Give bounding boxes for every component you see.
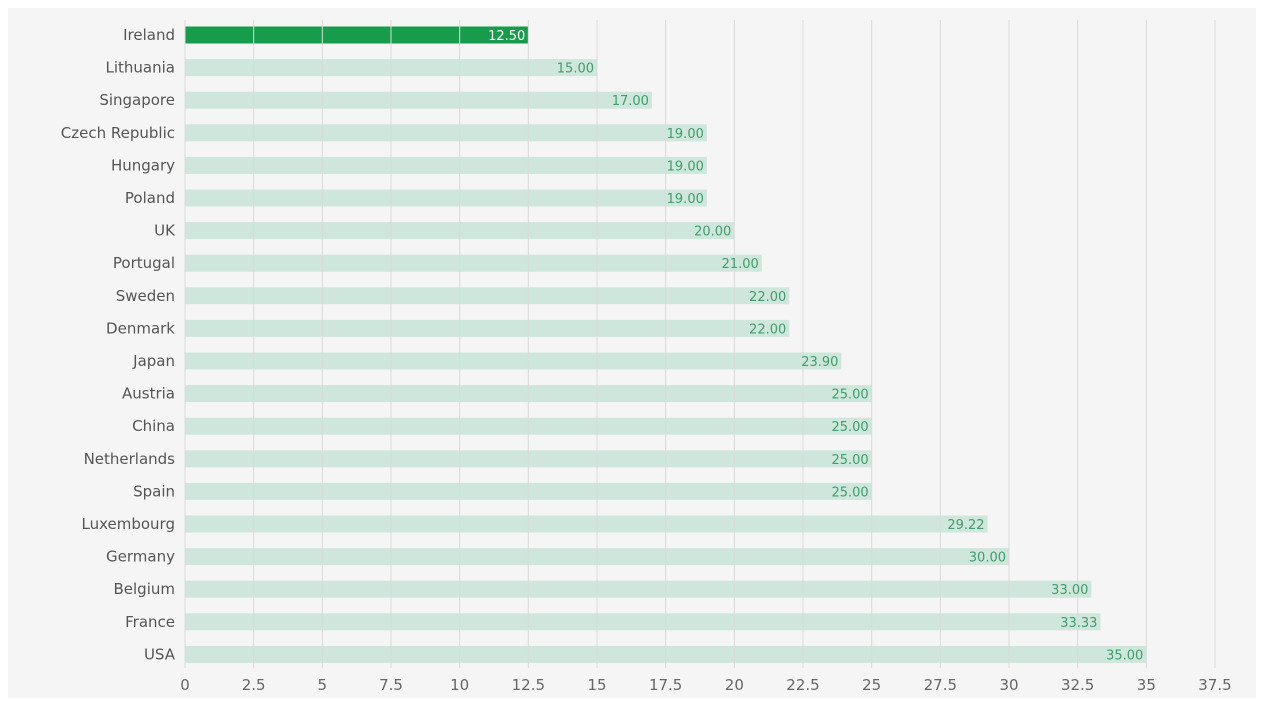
bar (185, 319, 790, 337)
data-label: 19.00 (667, 192, 704, 207)
x-tick-label: 2.5 (242, 676, 266, 694)
category-label: Lithuania (106, 59, 175, 77)
data-label: 35.00 (1106, 648, 1143, 663)
data-label: 12.50 (488, 29, 525, 44)
category-label: France (125, 613, 175, 631)
bar (185, 254, 762, 272)
category-label: Netherlands (84, 450, 176, 468)
data-label: 20.00 (694, 225, 731, 240)
category-label: Denmark (106, 319, 175, 337)
data-label: 33.33 (1060, 616, 1097, 631)
category-label: Portugal (113, 254, 175, 272)
data-label: 19.00 (667, 127, 704, 142)
x-tick-label: 17.5 (649, 676, 682, 694)
data-label: 25.00 (831, 485, 868, 500)
category-label: Japan (132, 352, 175, 370)
x-tick-label: 37.5 (1198, 676, 1231, 694)
x-tick-label: 20 (725, 676, 744, 694)
bar (185, 124, 707, 142)
category-label: Singapore (99, 91, 175, 109)
category-label: Poland (125, 189, 175, 207)
bar (185, 352, 842, 370)
bar (185, 580, 1092, 598)
x-tick-label: 10 (450, 676, 469, 694)
data-label: 21.00 (722, 257, 759, 272)
data-label: 33.00 (1051, 583, 1088, 598)
category-label: Hungary (111, 156, 175, 174)
category-label: China (132, 417, 175, 435)
x-tick-label: 5 (318, 676, 328, 694)
data-label: 30.00 (969, 551, 1006, 566)
x-tick-label: 7.5 (379, 676, 403, 694)
data-label: 22.00 (749, 290, 786, 305)
x-tick-label: 32.5 (1061, 676, 1094, 694)
x-tick-label: 27.5 (924, 676, 957, 694)
data-label: 22.00 (749, 322, 786, 337)
x-tick-label: 30 (999, 676, 1018, 694)
x-tick-label: 12.5 (512, 676, 545, 694)
bar (185, 189, 707, 207)
bar (185, 26, 529, 44)
bar (185, 287, 790, 305)
data-label: 25.00 (831, 453, 868, 468)
x-tick-label: 35 (1137, 676, 1156, 694)
category-label: Ireland (123, 26, 175, 44)
data-label: 23.90 (801, 355, 838, 370)
data-label: 15.00 (557, 62, 594, 77)
category-label: Belgium (114, 580, 176, 598)
category-label: Spain (133, 482, 175, 500)
data-label: 19.00 (667, 159, 704, 174)
bar (185, 91, 652, 109)
data-label: 25.00 (831, 420, 868, 435)
category-label: Czech Republic (61, 124, 175, 142)
category-label: Luxembourg (82, 515, 176, 533)
data-label: 25.00 (831, 388, 868, 403)
data-label: 29.22 (947, 518, 984, 533)
data-label: 17.00 (612, 94, 649, 109)
category-label: Austria (122, 385, 175, 403)
category-label: Sweden (116, 287, 175, 305)
x-tick-label: 0 (180, 676, 190, 694)
bar (185, 515, 988, 533)
bar (185, 156, 707, 174)
x-tick-label: 25 (862, 676, 881, 694)
x-tick-label: 22.5 (786, 676, 819, 694)
category-label: UK (154, 222, 176, 240)
category-label: USA (144, 645, 176, 663)
x-tick-label: 15 (587, 676, 606, 694)
category-label: Germany (106, 548, 175, 566)
